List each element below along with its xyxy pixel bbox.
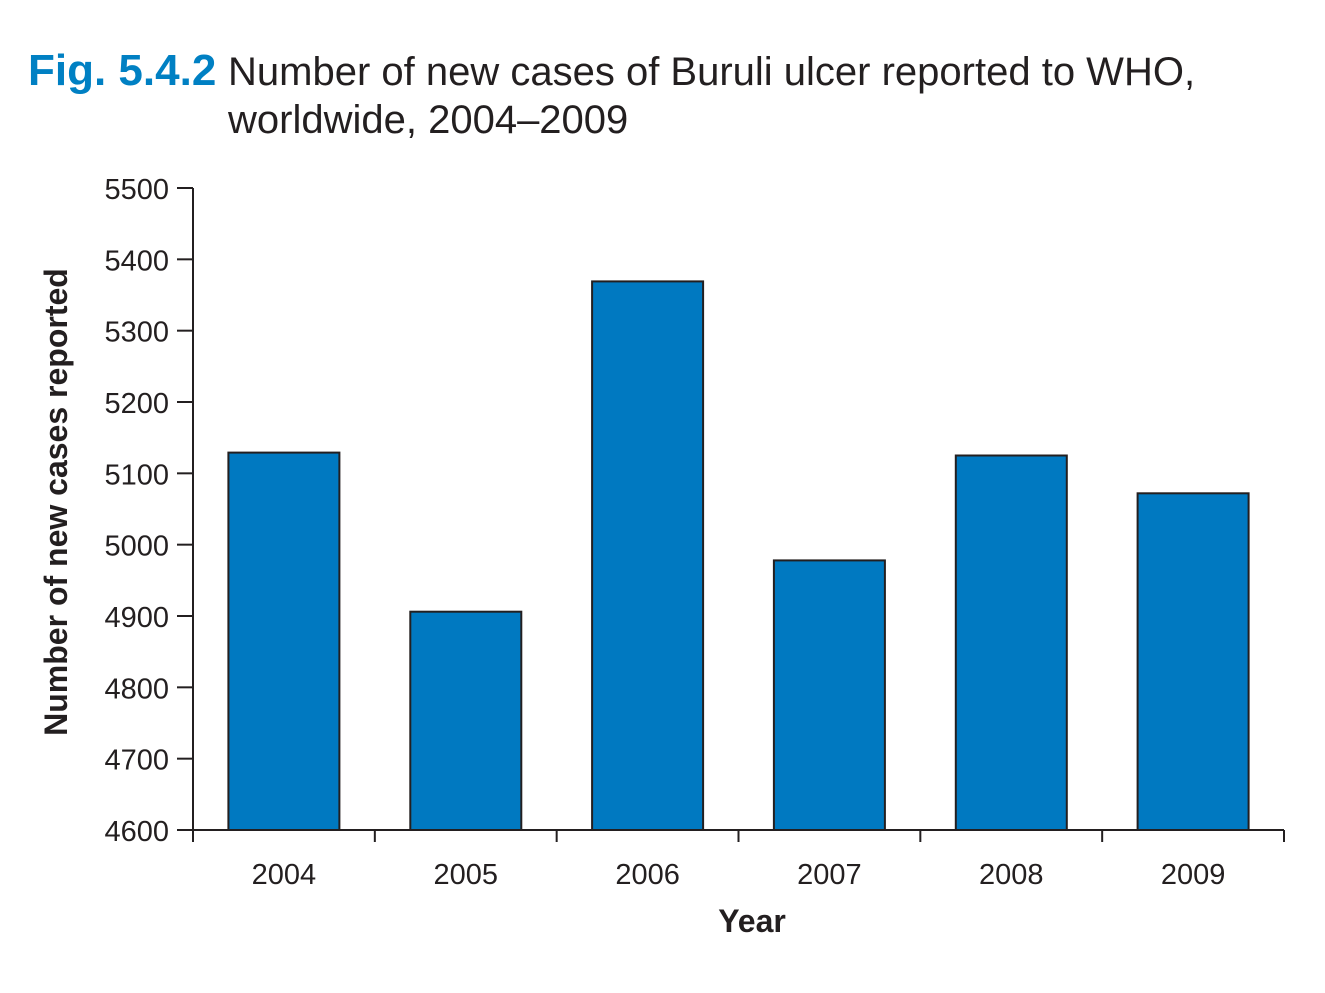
bars xyxy=(227,280,1250,832)
bar-2004 xyxy=(227,451,341,831)
y-tick-label-4600: 4600 xyxy=(104,816,169,848)
y-tick-label-5500: 5500 xyxy=(104,174,169,206)
bar-2007 xyxy=(772,559,886,832)
bar-2005 xyxy=(409,610,523,832)
x-tick-label-2009: 2009 xyxy=(1161,859,1226,891)
figure-title-line-1: Number of new cases of Buruli ulcer repo… xyxy=(228,50,1195,94)
bar-2008 xyxy=(954,454,1068,831)
figure-title-line-2: worldwide, 2004–2009 xyxy=(227,98,628,142)
x-tick-labels: 2004 2005 2006 2007 2008 2009 xyxy=(252,859,1226,891)
axes xyxy=(177,187,1285,842)
x-axis-title: Year xyxy=(718,903,786,939)
x-tick-label-2005: 2005 xyxy=(434,859,499,891)
y-tick-label-4900: 4900 xyxy=(104,602,169,634)
x-tick-label-2006: 2006 xyxy=(615,859,680,891)
y-tick-label-5000: 5000 xyxy=(104,531,169,563)
bar-2009 xyxy=(1136,492,1250,831)
x-tick-label-2007: 2007 xyxy=(797,859,862,891)
y-tick-label-5300: 5300 xyxy=(104,317,169,349)
y-tick-label-5200: 5200 xyxy=(104,388,169,420)
y-tick-label-4700: 4700 xyxy=(104,745,169,777)
x-tick-label-2004: 2004 xyxy=(252,859,317,891)
y-tick-label-4800: 4800 xyxy=(104,673,169,705)
y-tick-label-5100: 5100 xyxy=(104,459,169,491)
y-axis-title: Number of new cases reported xyxy=(38,268,74,736)
y-tick-label-5400: 5400 xyxy=(104,245,169,277)
bar-2006 xyxy=(591,280,705,831)
x-tick-label-2008: 2008 xyxy=(979,859,1044,891)
y-tick-labels: 4600 4700 4800 4900 5000 5100 5200 5300 5400 5500 xyxy=(104,174,169,848)
figure-number: Fig. 5.4.2 xyxy=(28,46,216,95)
